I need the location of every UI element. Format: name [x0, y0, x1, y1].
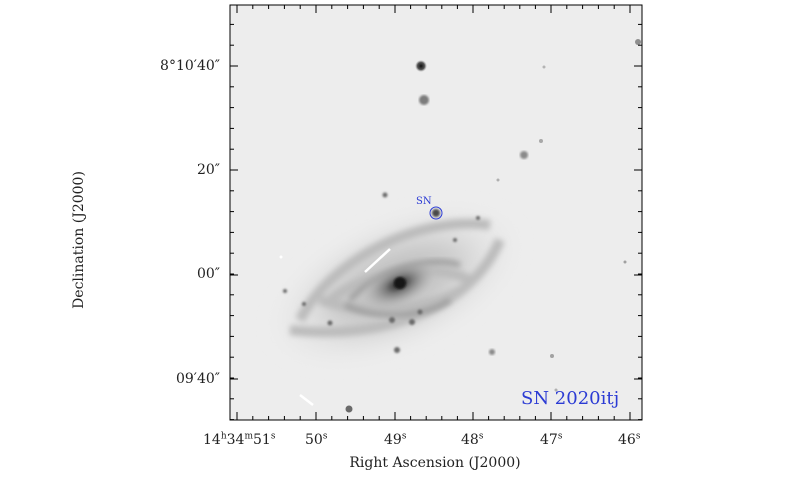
- hii-knots: [283, 192, 480, 353]
- x-tick-label: 46s: [618, 431, 641, 448]
- satellite-streak: [299, 394, 314, 406]
- plot-frame: [229, 4, 643, 421]
- y-tick-label: 00″: [196, 266, 220, 282]
- star: [415, 60, 427, 72]
- star: [279, 255, 283, 259]
- supernova-marker-label: SN: [416, 196, 432, 207]
- x-tick-label: 48s: [461, 431, 484, 448]
- satellite-streak: [364, 248, 391, 273]
- x-axis-label: Right Ascension (J2000): [349, 455, 521, 471]
- x-tick-label: 49s: [384, 431, 407, 448]
- y-axis-label: Declination (J2000): [14, 90, 144, 390]
- star: [550, 354, 554, 358]
- galaxy-image: [263, 39, 641, 413]
- y-axis-label-text: Declination (J2000): [71, 171, 87, 309]
- star: [539, 139, 543, 143]
- star: [623, 260, 627, 264]
- supernova-source: [432, 209, 440, 217]
- y-tick-label: 09′40″: [175, 371, 220, 387]
- y-tick-label: 8°10′40″: [160, 58, 220, 74]
- star: [635, 39, 641, 45]
- star: [345, 405, 353, 413]
- galaxy-nucleus: [394, 277, 406, 289]
- x-tick-label: 47s: [540, 431, 563, 448]
- star: [419, 95, 429, 105]
- y-tick-label: 20″: [196, 162, 220, 178]
- star: [489, 349, 495, 355]
- star: [520, 151, 528, 159]
- star: [554, 388, 558, 392]
- x-tick-label: 50s: [305, 431, 328, 448]
- star: [496, 178, 500, 182]
- object-title: SN 2020itj: [521, 388, 620, 409]
- star: [542, 65, 546, 69]
- supernova-marker-circle: [429, 206, 443, 220]
- x-tick-label: 14h34m51s: [203, 431, 276, 448]
- tick-marks: [230, 5, 642, 421]
